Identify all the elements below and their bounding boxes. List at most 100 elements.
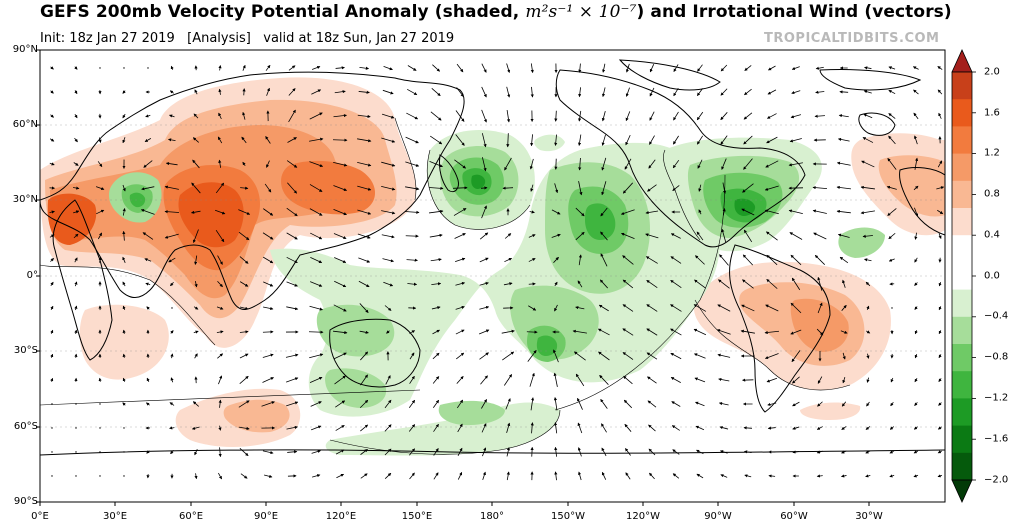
wind-vector <box>863 258 872 262</box>
wind-vector <box>50 114 54 118</box>
wind-vector <box>263 281 274 287</box>
wind-vector <box>333 352 347 360</box>
wind-vector <box>696 88 704 97</box>
wind-vector-calm <box>171 307 173 309</box>
wind-vector <box>429 233 443 238</box>
wind-vector <box>480 375 488 385</box>
wind-vector <box>144 138 152 142</box>
wind-vector <box>50 281 54 286</box>
wind-vector <box>914 232 918 240</box>
wind-vector <box>239 330 249 334</box>
wind-vector <box>672 473 680 479</box>
wind-vector <box>194 281 198 288</box>
wind-vector <box>217 255 223 265</box>
wind-vector <box>49 162 55 166</box>
wind-vector <box>50 353 54 358</box>
wind-vector <box>673 87 679 97</box>
wind-vector <box>218 159 222 168</box>
wind-vector <box>766 279 778 289</box>
wind-vector <box>695 425 705 431</box>
wind-vector <box>384 448 392 456</box>
positive-anomaly-south-america <box>693 133 945 420</box>
wind-vector <box>837 233 850 238</box>
wind-vector <box>865 281 871 287</box>
wind-vector <box>645 210 659 215</box>
wind-vector <box>144 258 152 262</box>
wind-vector <box>238 209 251 215</box>
wind-vector <box>217 353 224 359</box>
wind-vector <box>164 233 179 239</box>
wind-vector <box>601 423 607 433</box>
wind-vector <box>553 349 559 363</box>
wind-vector <box>286 425 299 430</box>
colorbar-label: 1.6 <box>984 107 1000 119</box>
wind-vector <box>577 280 583 288</box>
wind-vector <box>310 401 322 407</box>
wind-vector <box>193 113 199 119</box>
wind-vector <box>937 160 943 168</box>
wind-vector-calm <box>99 451 101 453</box>
wind-vector <box>215 229 225 243</box>
wind-vector <box>553 372 558 387</box>
wind-vector <box>888 232 896 240</box>
wind-vector <box>409 448 415 456</box>
wind-vector <box>359 66 370 70</box>
wind-vector-calm <box>123 427 125 429</box>
wind-vector <box>453 208 467 216</box>
wind-vector <box>503 282 513 286</box>
wind-vector <box>50 329 54 334</box>
wind-vector <box>478 329 490 335</box>
wind-vector <box>408 424 416 432</box>
wind-vector <box>457 471 463 480</box>
wind-vector <box>50 305 54 310</box>
wind-vector <box>866 377 870 383</box>
wind-vector <box>170 449 174 455</box>
wind-vector <box>671 401 681 407</box>
wind-vector <box>309 137 324 142</box>
wind-vector <box>526 330 538 334</box>
wind-vector <box>717 304 731 312</box>
wind-vector <box>719 426 729 430</box>
wind-vector <box>764 209 779 215</box>
lon-label-120e: 120°E <box>325 511 357 522</box>
wind-vector <box>601 87 606 98</box>
wind-vector <box>791 350 801 363</box>
wind-vector <box>792 426 800 430</box>
wind-vector <box>554 422 558 434</box>
wind-vector <box>886 185 897 190</box>
wind-vector <box>74 281 78 287</box>
wind-vector <box>625 134 631 146</box>
wind-vector <box>815 66 824 70</box>
wind-vector <box>741 304 755 312</box>
wind-vector <box>598 304 609 312</box>
wind-vector <box>842 279 846 288</box>
wind-vector <box>693 353 706 359</box>
wind-vector <box>575 207 585 217</box>
wind-vector <box>263 208 274 216</box>
wind-vector <box>914 282 918 286</box>
wind-vector <box>74 257 78 263</box>
wind-vector <box>938 354 942 359</box>
wind-vector <box>599 279 608 289</box>
wind-vector <box>405 136 419 144</box>
wind-vector <box>938 112 942 119</box>
colorbar-swatch <box>952 398 972 427</box>
wind-vector <box>649 111 655 121</box>
lat-label-60n: 60°N <box>12 119 38 130</box>
colorbar-swatch <box>952 371 972 399</box>
lon-label-120w: 120°W <box>626 511 660 522</box>
wind-vector <box>266 160 270 168</box>
wind-vector <box>191 182 201 194</box>
wind-vector <box>622 304 634 312</box>
wind-vector <box>506 471 510 481</box>
wind-vector <box>788 162 803 167</box>
wind-vector <box>646 352 658 360</box>
wind-vector <box>621 232 635 239</box>
wind-vector <box>506 447 510 457</box>
wind-vector <box>261 401 275 407</box>
wind-vector <box>310 281 323 287</box>
wind-vector <box>308 330 324 334</box>
wind-vector <box>625 87 630 97</box>
wind-vector <box>50 377 54 382</box>
wind-vector <box>218 425 222 431</box>
